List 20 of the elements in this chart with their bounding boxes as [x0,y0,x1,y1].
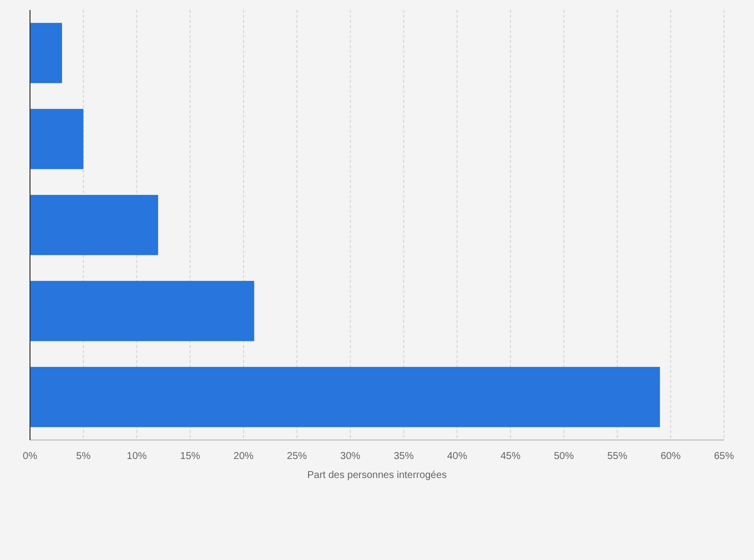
x-tick-label: 5% [76,451,91,462]
x-tick-label: 0% [22,451,38,462]
bar [30,280,254,342]
x-axis-title: Part des personnes interrogées [307,470,447,481]
x-tick-label: 40% [447,451,468,462]
x-tick-label: 30% [340,451,360,462]
bar [30,194,158,256]
x-tick-label: 55% [607,451,628,462]
x-tick-label: 15% [180,451,200,462]
x-tick-label: 60% [660,451,681,462]
bar [30,22,62,84]
bar [30,366,660,428]
x-tick-label: 25% [286,451,308,462]
x-tick-label: 35% [394,451,414,462]
x-tick-label: 65% [714,451,734,462]
x-tick-label: 50% [554,451,574,462]
bar [30,108,84,170]
x-tick-label: 10% [126,451,147,462]
x-tick-label: 20% [234,451,254,462]
x-tick-label: 45% [500,451,521,462]
